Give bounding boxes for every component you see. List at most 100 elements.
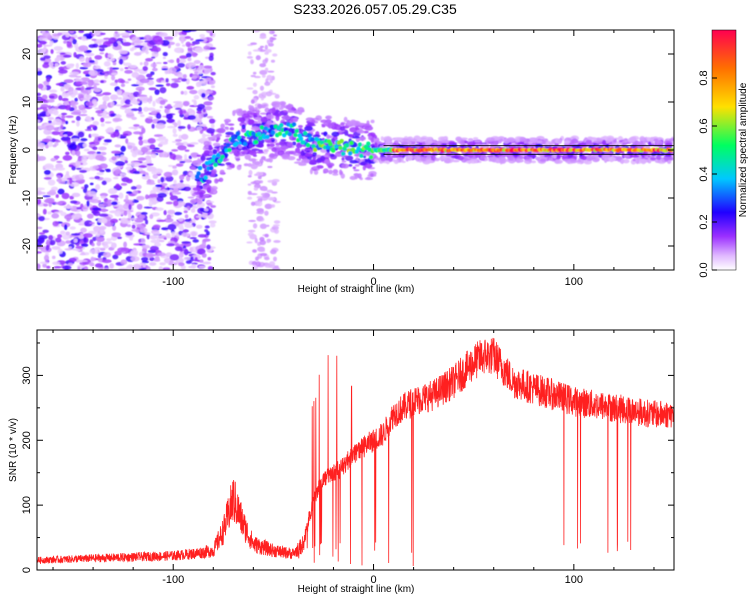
spectrogram-cell xyxy=(149,235,158,240)
spectrogram-cell xyxy=(323,131,328,137)
spectrogram-cell xyxy=(94,263,103,268)
spectrogram-cell xyxy=(259,180,264,184)
spectrogram-cell xyxy=(61,114,66,119)
spectrogram-cell xyxy=(641,137,645,142)
spectrogram-cell xyxy=(622,158,630,164)
spectrogram-cell xyxy=(281,153,289,159)
spectrogram-cell xyxy=(194,256,198,261)
spectrogram-cell xyxy=(63,54,72,58)
spectrogram-cell xyxy=(75,62,79,69)
snr-x-tick-label: 0 xyxy=(370,574,376,586)
spectrogram-cell xyxy=(140,212,148,215)
spectrogram-cell xyxy=(567,152,574,158)
spectrogram-cell xyxy=(49,89,58,93)
spectrogram-cell xyxy=(45,245,50,251)
spectrogram-cell xyxy=(169,184,179,189)
spectrogram-cell xyxy=(469,159,478,164)
spectrogram-cell xyxy=(74,97,78,102)
spectrogram-cell xyxy=(196,154,202,157)
figure-title: S233.2026.057.05.29.C35 xyxy=(293,1,457,17)
spectrogram-cell xyxy=(52,144,57,148)
spectrogram-cell xyxy=(116,165,123,169)
spectrogram-cell xyxy=(186,85,195,90)
spectrogram-cell xyxy=(248,169,253,176)
spectrogram-cell xyxy=(623,154,631,158)
spectrogram-cell xyxy=(94,59,99,65)
spectrogram-cell xyxy=(247,229,256,233)
spectrogram-cell xyxy=(91,38,97,41)
spectrogram-cell xyxy=(250,181,257,185)
spectrogram-cell xyxy=(197,70,203,75)
spectrogram-cell xyxy=(201,212,208,219)
spectrogram-cell xyxy=(243,163,249,167)
spectrogram-cell xyxy=(254,75,261,79)
spectrogram-ridge-cell xyxy=(279,123,284,128)
spectrogram-cell xyxy=(165,201,173,205)
spectrogram-cell xyxy=(225,162,232,166)
spectrogram-cell xyxy=(109,263,114,269)
spectrogram-cell xyxy=(42,32,51,39)
spectrogram-cell xyxy=(119,79,126,84)
spectrogram-cell xyxy=(137,157,147,161)
spectrogram-cell xyxy=(103,37,111,40)
snr-panel: -100 0 100 0 100 200 300 Height of straight li… xyxy=(8,329,675,595)
spectrogram-cell xyxy=(191,231,197,237)
spectrogram-cell xyxy=(163,171,173,178)
spectrogram-cell xyxy=(132,190,139,195)
spectrogram-ridge-cell xyxy=(359,153,364,158)
spectrogram-cell xyxy=(66,63,74,69)
spectrogram-cell xyxy=(110,101,115,108)
spectrogram-cell xyxy=(115,104,123,107)
spectrogram-cell xyxy=(256,195,264,199)
spectrogram-cell xyxy=(166,243,175,247)
spectrogram-cell xyxy=(93,79,100,84)
spectrogram-cell xyxy=(272,224,280,227)
spectrogram-cell xyxy=(177,119,182,126)
spectrogram-ridge-cell xyxy=(298,136,304,141)
spectrogram-cell xyxy=(142,262,146,268)
spectrogram-cell xyxy=(174,30,178,35)
spectrogram-cell xyxy=(114,79,118,84)
spectrogram-cell xyxy=(421,156,427,162)
spectrogram-cell xyxy=(246,55,253,59)
spectrogram-cell xyxy=(173,122,178,128)
spectrogram-cell xyxy=(110,210,116,214)
snr-frame xyxy=(36,329,675,571)
spectrogram-cell xyxy=(202,163,206,166)
spectrogram-cell xyxy=(270,249,277,255)
spectrogram-cell xyxy=(146,77,154,80)
spectrogram-cell xyxy=(134,40,144,44)
spectrogram-cell xyxy=(61,97,69,102)
spectrogram-cell xyxy=(274,228,279,234)
spectrogram-cell xyxy=(77,155,82,162)
spectrogram-cell xyxy=(266,189,274,193)
spectrogram-cell xyxy=(214,146,220,149)
spectrogram-cell xyxy=(118,50,128,55)
spectrogram-cell xyxy=(100,195,107,199)
spectrogram-cell xyxy=(198,112,204,119)
spectrogram-cell xyxy=(141,244,151,249)
spectrogram-cell xyxy=(104,52,109,59)
spectrogram-cell xyxy=(65,151,70,155)
spectrogram-cell xyxy=(266,224,270,227)
spectrogram-cell xyxy=(501,151,511,157)
spectrogram-cell xyxy=(585,139,592,144)
spectrogram-cell xyxy=(601,154,611,160)
spectrogram-cell xyxy=(621,140,629,143)
spectrogram-cell xyxy=(120,32,130,36)
spectrogram-cell xyxy=(179,223,184,229)
spectrogram-cell xyxy=(548,157,553,161)
spectrogram-cell xyxy=(98,47,105,52)
spectrogram-cell xyxy=(152,100,156,107)
spectrogram-cell xyxy=(129,100,140,104)
spectrogram-cell xyxy=(148,87,157,91)
spectrogram-cell xyxy=(106,57,115,62)
spectrogram-cell xyxy=(264,51,269,55)
spectrogram-cell xyxy=(37,113,46,117)
spectrogram-cell xyxy=(401,160,406,163)
spectrogram-cell xyxy=(141,127,146,134)
spectrogram-cell xyxy=(196,110,202,114)
spectrogram-cell xyxy=(58,95,63,101)
